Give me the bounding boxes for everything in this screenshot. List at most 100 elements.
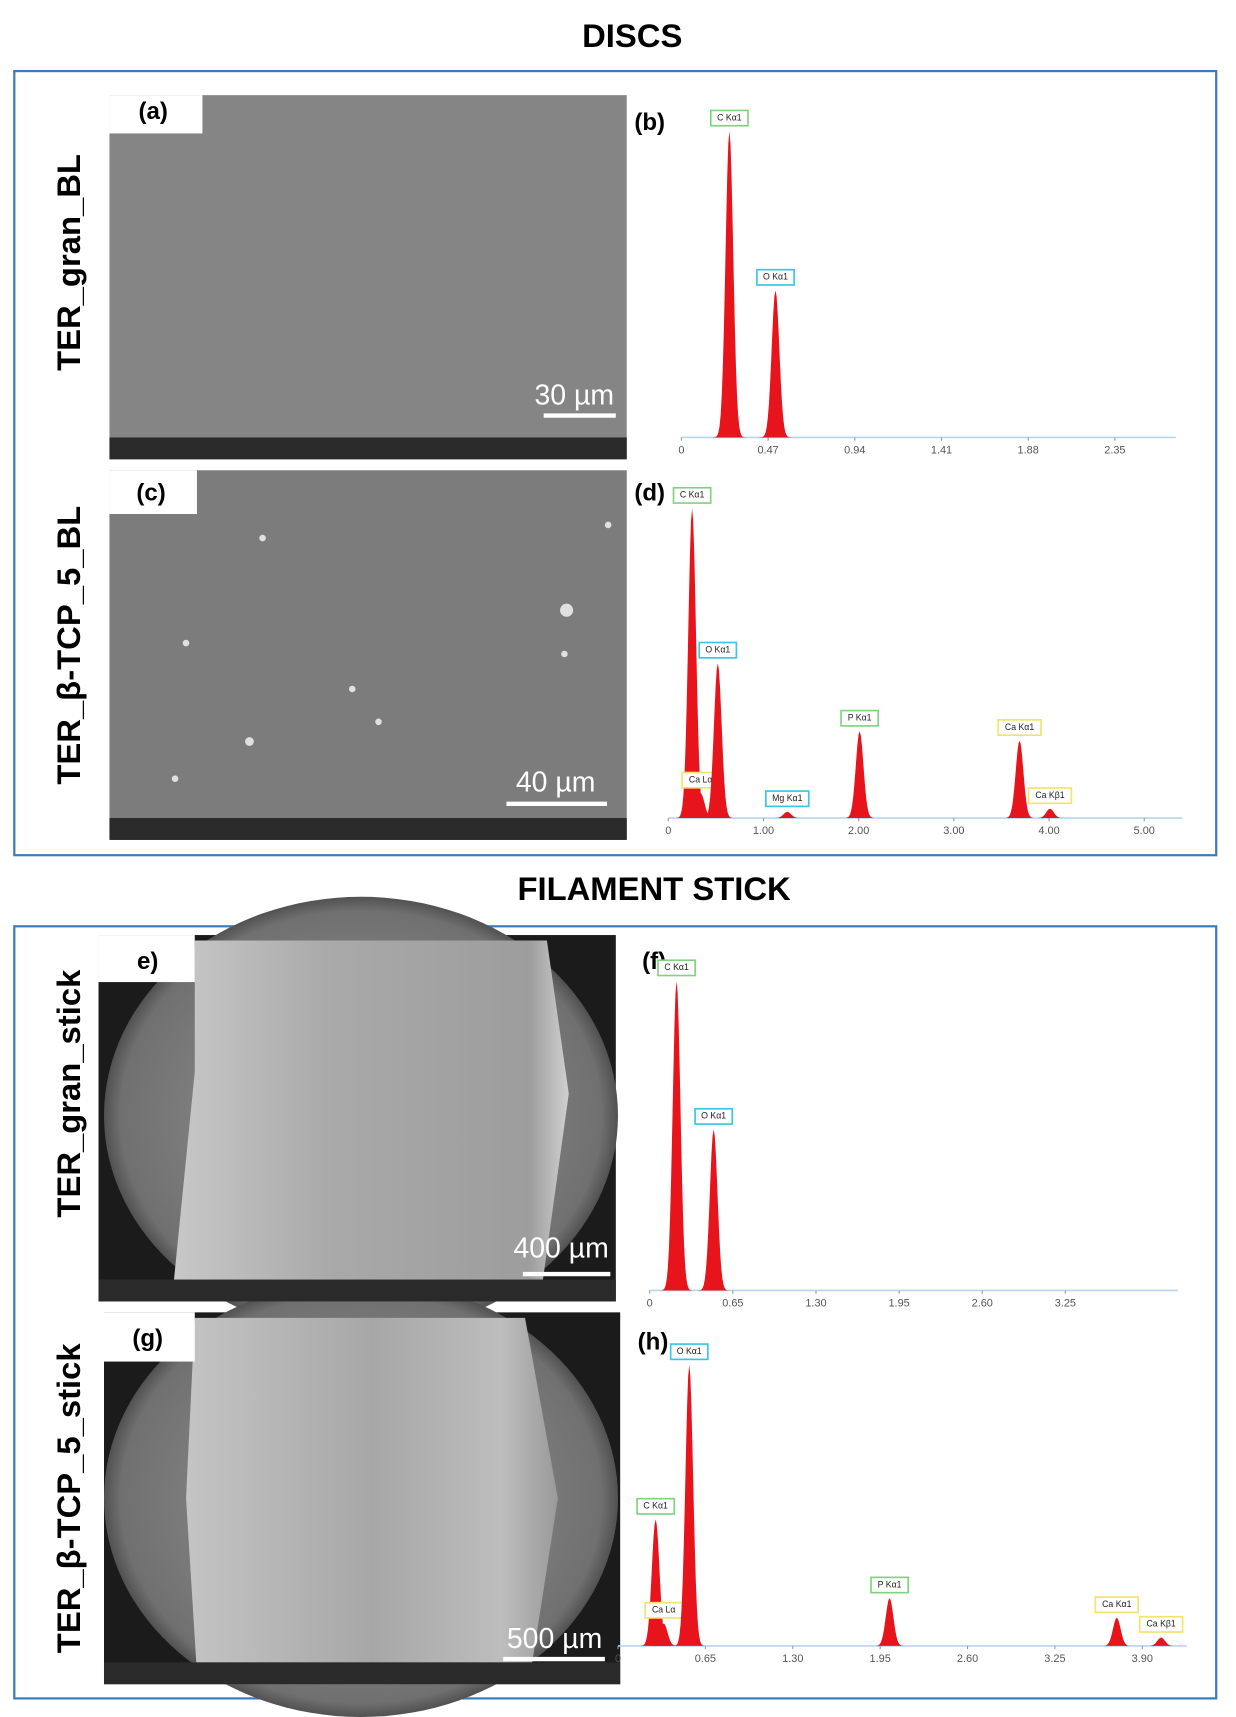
x-tick-label: 2.60 [957, 1653, 978, 1665]
scale-bar-label: 500 µm [507, 1623, 602, 1655]
x-tick-label: 0.94 [844, 444, 865, 456]
peak [632, 1519, 679, 1646]
peak [866, 1598, 913, 1646]
row-label: TER_gran_stick [50, 969, 87, 1218]
peak-label-box [636, 1497, 676, 1515]
peak-label-box [657, 959, 696, 977]
peak-label-box [756, 268, 795, 286]
sem-filament [186, 1317, 558, 1674]
scale-bar-label: 30 µm [534, 380, 614, 412]
section-frame [13, 925, 1218, 1700]
panel-label: (c) [136, 480, 165, 507]
section-title: DISCS [582, 17, 682, 54]
x-tick-label: 5.00 [1134, 825, 1155, 837]
x-tick-label: 1.00 [753, 825, 774, 837]
peak-label-box [709, 109, 749, 127]
x-tick-label: 1.95 [870, 1653, 891, 1665]
x-tick-label: 2.35 [1104, 444, 1125, 456]
panel-label: (g) [132, 1325, 163, 1352]
section-title: FILAMENT STICK [517, 870, 791, 907]
peak-label-box [997, 719, 1042, 737]
x-tick-label: 3.00 [943, 825, 964, 837]
x-tick-label: 0.65 [722, 1297, 743, 1309]
peak-label: Ca Lα [689, 774, 712, 784]
peak-label-box [870, 1576, 909, 1594]
panel-label: (a) [139, 98, 168, 125]
x-tick-label: 0 [647, 1297, 653, 1309]
peak-label: Mg Kα1 [772, 793, 802, 803]
x-tick-label: 1.30 [782, 1653, 803, 1665]
peak-label: Ca Kα1 [1005, 722, 1034, 732]
row-label: TER_β-TCP_5_BL [50, 506, 87, 785]
x-tick-label: 1.41 [931, 444, 952, 456]
x-tick-label: 0 [678, 444, 684, 456]
peak-label-box [840, 709, 880, 727]
panel-label: (b) [634, 109, 665, 136]
peak-label: Ca Lα [652, 1605, 676, 1615]
peak-label-box [765, 790, 810, 808]
x-tick-label: 1.95 [888, 1297, 909, 1309]
panel-tab [98, 95, 203, 1362]
peak [653, 980, 700, 1291]
peak [752, 290, 799, 438]
x-tick-label: 3.25 [1044, 1653, 1065, 1665]
scale-bar-label: 40 µm [516, 767, 596, 799]
x-tick-label: 3.25 [1055, 1297, 1076, 1309]
peak [1027, 808, 1073, 819]
x-tick-label: 3.90 [1132, 1653, 1153, 1665]
panel-label: e) [137, 948, 158, 975]
peak-label: P Kα1 [878, 1579, 902, 1589]
scale-bar [503, 413, 616, 1662]
panel-label: (h) [638, 1328, 669, 1355]
peak [1093, 1617, 1140, 1646]
row-label: TER_gran_BL [50, 154, 87, 371]
peak-label-box [672, 486, 712, 504]
peak-label: Ca Kβ1 [1146, 1619, 1175, 1629]
peak-label-box [1094, 1596, 1140, 1614]
peak-label: Ca Kα1 [1102, 1599, 1131, 1609]
peak [996, 740, 1043, 819]
peak [669, 508, 716, 819]
peak-label: O Kα1 [677, 1346, 702, 1356]
peak-label-box [694, 1107, 734, 1125]
peak-label-box [669, 1343, 709, 1361]
x-tick-label: 2.60 [972, 1297, 993, 1309]
peak-label: O Kα1 [763, 272, 788, 282]
peak-label: O Kα1 [701, 1111, 726, 1121]
sem-image [109, 95, 627, 460]
peak-label: O Kα1 [705, 644, 730, 654]
x-tick-label: 0.65 [695, 1653, 716, 1665]
peak-label: P Kα1 [848, 713, 872, 723]
x-tick-label: 4.00 [1038, 825, 1059, 837]
peak [694, 663, 741, 819]
scale-bar-label: 400 µm [513, 1233, 608, 1265]
sem-particles [171, 521, 612, 782]
peak-label: C Kα1 [664, 962, 689, 972]
peak-label-box [698, 641, 738, 659]
peak-label-box [1138, 1615, 1184, 1633]
section-frame [13, 69, 1218, 857]
x-tick-label: 0 [665, 825, 671, 837]
peak [706, 131, 753, 438]
sem-info-bar [98, 437, 627, 1685]
peak [836, 731, 883, 819]
panel-label: (d) [634, 480, 665, 507]
x-tick-label: 1.30 [805, 1297, 826, 1309]
peak-label: C Kα1 [680, 490, 705, 500]
sem-image [109, 470, 627, 840]
x-tick-label: 2.00 [848, 825, 869, 837]
peak-label: C Kα1 [643, 1501, 668, 1511]
x-tick-label: 1.88 [1018, 444, 1039, 456]
x-tick-label: 0.47 [757, 444, 778, 456]
peak [690, 1129, 737, 1291]
row-label: TER_β-TCP_5_stick [50, 1343, 87, 1654]
peak-label: C Kα1 [717, 112, 742, 122]
peak-label: Ca Kβ1 [1035, 790, 1064, 800]
sem-filament [172, 940, 569, 1291]
peak [640, 1623, 687, 1646]
x-tick-label: 0 [615, 1653, 621, 1665]
peak [677, 793, 724, 819]
peak [764, 811, 811, 819]
peak [1138, 1637, 1185, 1646]
